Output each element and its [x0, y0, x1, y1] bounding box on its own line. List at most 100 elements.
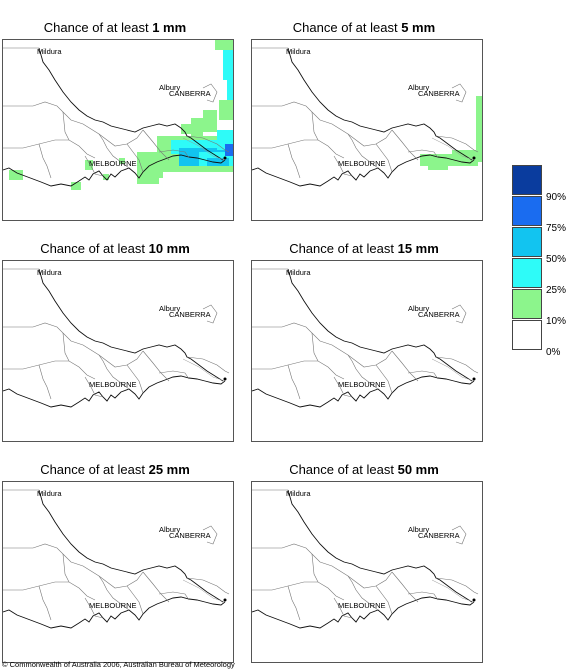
coastline: [3, 375, 226, 408]
district-boundary: [158, 370, 190, 380]
district-boundary: [311, 111, 319, 141]
act-border: [202, 525, 218, 545]
title-amount: 10 mm: [148, 241, 190, 256]
title-amount: 25 mm: [148, 462, 190, 477]
district-boundary: [407, 149, 439, 159]
city-dot: [472, 598, 476, 602]
state-border: [287, 268, 473, 382]
district-boundary: [62, 111, 70, 141]
probability-cell: [227, 80, 233, 100]
district-boundary: [311, 553, 319, 583]
district-boundary: [391, 129, 419, 161]
map-panel-15mm: Mildura CANBERRA Albury MELBOURNE: [251, 260, 483, 442]
panel-title-10mm: Chance of at least 10 mm: [0, 241, 230, 256]
district-boundary: [435, 356, 479, 374]
coastline: [3, 154, 226, 187]
city-label-mildura: Mildura: [286, 268, 311, 277]
coastline: [252, 375, 475, 408]
legend-label-75: 75%: [546, 223, 567, 234]
city-label-canberra: CANBERRA: [418, 89, 460, 98]
act-border: [451, 304, 467, 324]
district-boundary: [84, 376, 104, 398]
district-boundary: [375, 143, 393, 173]
city-label-mildura: Mildura: [286, 489, 311, 498]
district-boundary: [375, 585, 393, 615]
panel-title-15mm: Chance of at least 15 mm: [249, 241, 479, 256]
district-boundary: [62, 332, 144, 368]
probability-cell: [452, 150, 478, 158]
state-border: [38, 268, 224, 382]
district-boundary: [142, 571, 170, 603]
city-label-canberra: CANBERRA: [418, 310, 460, 319]
district-boundary: [311, 332, 319, 362]
title-prefix: Chance of at least: [40, 241, 145, 256]
probability-cell: [207, 158, 229, 166]
district-boundary: [62, 553, 144, 589]
district-boundary: [126, 585, 144, 615]
probability-cell: [71, 182, 81, 190]
title-prefix: Chance of at least: [292, 20, 398, 35]
legend-swatch-25: [512, 258, 542, 288]
city-dot: [223, 377, 227, 381]
probability-cell: [223, 50, 233, 80]
panel-title-1mm: Chance of at least 1 mm: [0, 20, 230, 35]
title-prefix: Chance of at least: [289, 241, 394, 256]
district-boundary: [347, 133, 379, 169]
state-border: [287, 489, 473, 603]
city-label-albury: Albury: [159, 525, 181, 534]
district-boundary: [84, 155, 104, 177]
district-boundary: [186, 135, 230, 153]
district-boundary: [182, 579, 226, 603]
district-boundary: [38, 364, 52, 400]
district-boundary: [98, 575, 130, 611]
district-boundary: [84, 597, 104, 619]
city-label-mildura: Mildura: [37, 268, 62, 277]
probability-cell: [476, 96, 482, 162]
district-boundary: [435, 577, 479, 595]
district-boundary: [62, 332, 70, 362]
district-boundary: [98, 354, 130, 390]
probability-cell: [9, 170, 23, 180]
district-boundary: [375, 364, 393, 394]
city-label-albury: Albury: [408, 83, 430, 92]
district-boundary: [431, 579, 475, 603]
panel-title-50mm: Chance of at least 50 mm: [249, 462, 479, 477]
district-boundary: [252, 543, 313, 555]
probability-cell: [103, 174, 109, 180]
district-boundary: [3, 581, 96, 601]
district-boundary: [142, 129, 170, 161]
district-boundary: [252, 360, 345, 380]
district-boundary: [62, 553, 70, 583]
act-border: [202, 83, 218, 103]
district-boundary: [391, 350, 419, 382]
district-boundary: [252, 101, 313, 113]
city-label-melbourne: MELBOURNE: [89, 380, 137, 389]
district-boundary: [287, 585, 301, 621]
copyright-notice: © Commonwealth of Australia 2006, Austra…: [2, 660, 235, 669]
title-amount: 15 mm: [397, 241, 439, 256]
district-boundary: [142, 350, 170, 382]
title-amount: 5 mm: [401, 20, 436, 35]
probability-cell: [215, 40, 233, 50]
city-label-albury: Albury: [408, 525, 430, 534]
act-border: [451, 83, 467, 103]
city-label-albury: Albury: [159, 83, 181, 92]
district-boundary: [186, 356, 230, 374]
city-label-melbourne: MELBOURNE: [338, 380, 386, 389]
district-boundary: [158, 149, 190, 159]
legend-swatch-50: [512, 227, 542, 257]
title-prefix: Chance of at least: [289, 462, 394, 477]
district-boundary: [347, 575, 379, 611]
probability-cell: [203, 110, 217, 132]
district-boundary: [333, 597, 353, 619]
legend-label-25: 25%: [546, 285, 567, 296]
district-boundary: [252, 322, 313, 334]
city-dot: [223, 156, 227, 160]
legend-label-50: 50%: [546, 254, 567, 265]
city-label-melbourne: MELBOURNE: [89, 159, 137, 168]
probability-cell: [181, 124, 191, 134]
